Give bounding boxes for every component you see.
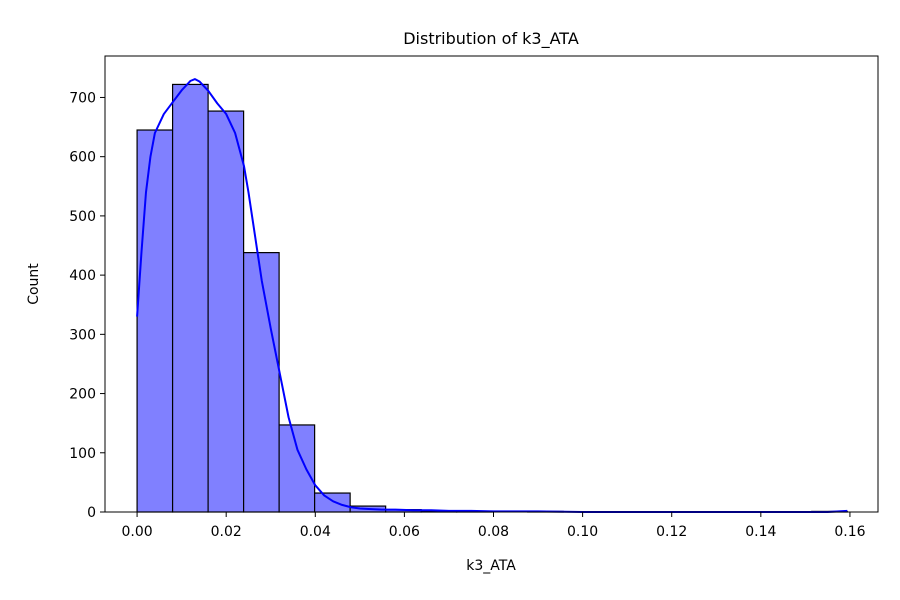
x-tick-label: 0.00: [121, 524, 152, 540]
kde-group: [136, 78, 848, 513]
y-tick-label: 700: [69, 90, 96, 106]
x-tick-label: 0.02: [211, 524, 242, 540]
x-tick-label: 0.06: [389, 524, 420, 540]
x-tick-label: 0.16: [834, 524, 865, 540]
histogram-bar: [278, 424, 316, 513]
x-axis: 0.00 0.02 0.04 0.06 0.08 0.10 0.12 0.14 0.16: [121, 512, 866, 540]
y-axis: 0 100 200 300 400 500 600 700: [69, 90, 105, 521]
histogram-bar: [136, 129, 174, 513]
histogram-bar: [171, 83, 209, 513]
histogram-bar: [207, 110, 245, 513]
x-tick-label: 0.08: [478, 524, 509, 540]
x-tick-label: 0.04: [300, 524, 331, 540]
y-tick-label: 200: [69, 387, 96, 403]
y-tick-label: 0: [87, 505, 96, 521]
histogram-bar: [243, 252, 280, 513]
x-tick-label: 0.14: [745, 524, 776, 540]
bars-group: [136, 83, 848, 513]
x-tick-label: 0.12: [656, 524, 687, 540]
y-tick-label: 300: [69, 327, 96, 343]
y-tick-label: 100: [69, 446, 96, 462]
plot-frame: [104, 55, 879, 513]
x-tick-label: 0.10: [567, 524, 598, 540]
y-tick-label: 600: [69, 150, 96, 166]
y-tick-label: 400: [69, 268, 96, 284]
y-tick-label: 500: [69, 209, 96, 225]
x-axis-label: k3_ATA: [466, 558, 516, 574]
kde-line: [136, 78, 848, 513]
histogram-bar: [314, 492, 351, 513]
y-axis-label: Count: [26, 263, 42, 305]
chart-title: Distribution of k3_ATA: [403, 29, 579, 49]
